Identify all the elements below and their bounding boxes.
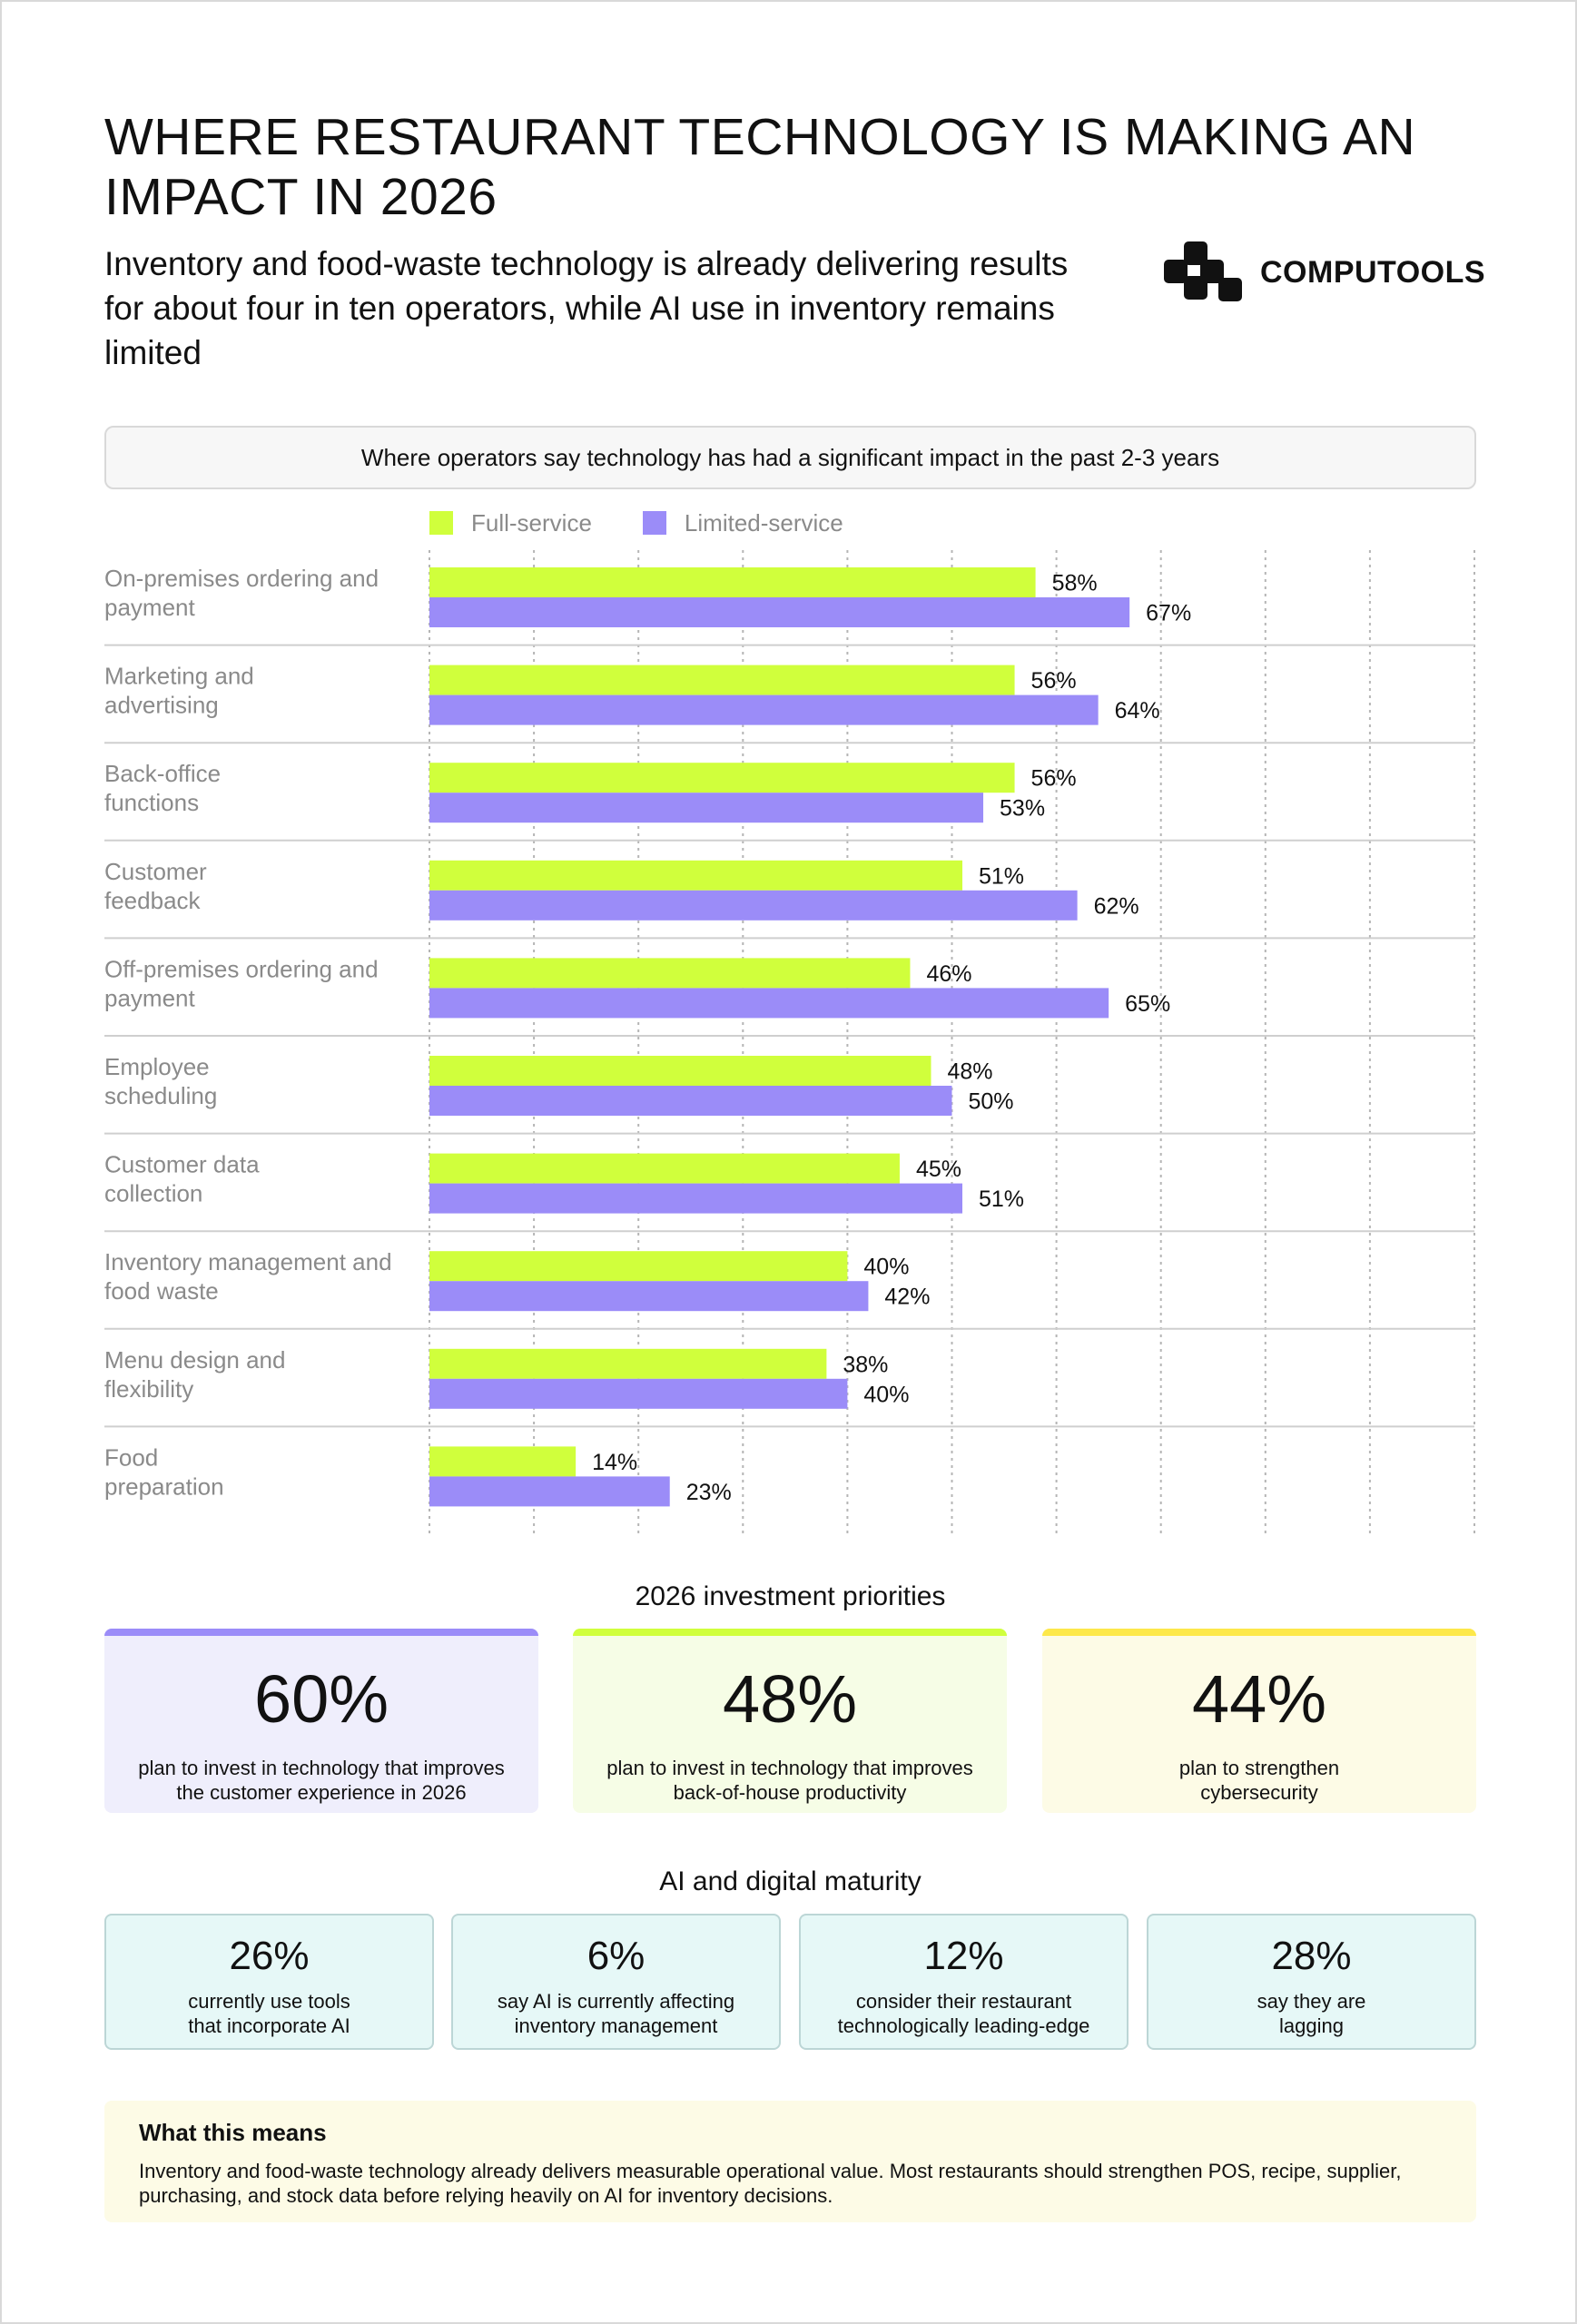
legend-item-full-service: Full-service: [429, 509, 592, 537]
bar-value-label: 56%: [1031, 668, 1077, 694]
bar-full-service: [429, 567, 1036, 597]
bar-value-label: 40%: [863, 1382, 909, 1407]
maturity-card-ai-tools: 26% currently use tools that incorporate…: [104, 1914, 434, 2050]
priority-description: plan to strengthen cybersecurity: [1178, 1757, 1340, 1804]
category-label: On-premises ordering and payment: [104, 565, 379, 621]
bar-full-service: [429, 1056, 931, 1086]
chart-legend: Full-service Limited-service: [429, 507, 894, 539]
page-title: WHERE RESTAURANT TECHNOLOGY IS MAKING AN…: [104, 108, 1416, 226]
bar-value-label: 64%: [1115, 698, 1160, 724]
category-label: Marketing and advertising: [104, 663, 254, 719]
category-label: Inventory management and food waste: [104, 1248, 392, 1305]
page-subtitle: Inventory and food-waste technology is a…: [104, 245, 1069, 371]
priority-description: plan to invest in technology that improv…: [138, 1757, 505, 1804]
maturity-description: currently use tools that incorporate AI: [188, 1990, 350, 2037]
legend-label-limited-service: Limited-service: [684, 508, 843, 537]
logo-text: COMPUTOOLS: [1260, 254, 1486, 290]
bar-value-label: 58%: [1052, 571, 1098, 596]
priority-card-customer-experience: 60% plan to invest in technology that im…: [104, 1629, 538, 1813]
legend-item-limited-service: Limited-service: [642, 508, 843, 537]
bar-limited-service: [429, 597, 1130, 627]
bar-value-label: 46%: [926, 961, 971, 987]
maturity-title: AI and digital maturity: [659, 1866, 922, 1896]
bar-full-service: [429, 1348, 827, 1379]
bar-full-service: [429, 1446, 577, 1477]
bar-full-service: [429, 665, 1015, 695]
what-this-means-body: Inventory and food-waste technology alre…: [139, 2160, 1402, 2207]
bar-limited-service: [429, 1378, 848, 1409]
priority-value: 48%: [722, 1661, 858, 1737]
priority-value: 44%: [1191, 1661, 1327, 1737]
category-label: Customer feedback: [104, 858, 207, 914]
maturity-value: 28%: [1271, 1934, 1352, 1978]
what-this-means-title: What this means: [139, 2119, 327, 2146]
bar-value-label: 14%: [592, 1450, 637, 1475]
bar-value-label: 42%: [884, 1285, 930, 1310]
bar-value-label: 51%: [979, 863, 1024, 889]
bar-limited-service: [429, 988, 1109, 1019]
legend-swatch-full-service: [429, 511, 453, 535]
bar-value-label: 45%: [916, 1157, 961, 1182]
bar-limited-service: [429, 1281, 869, 1312]
legend-swatch-limited-service: [642, 511, 666, 535]
bar-full-service: [429, 860, 963, 891]
bar-value-label: 23%: [686, 1480, 732, 1505]
bar-limited-service: [429, 793, 984, 823]
bar-full-service: [429, 1153, 900, 1184]
bar-chart: On-premises ordering and payment 58% 67% Mar…: [104, 550, 1475, 1534]
computools-logo-icon: [1164, 241, 1242, 301]
bar-full-service: [429, 1251, 848, 1282]
bar-full-service: [429, 958, 911, 989]
bar-limited-service: [429, 1183, 963, 1214]
priorities-title: 2026 investment priorities: [635, 1581, 946, 1611]
priority-card-back-of-house: 48% plan to invest in technology that im…: [573, 1629, 1007, 1813]
maturity-card-ai-inventory: 6% say AI is currently affecting invento…: [451, 1914, 781, 2050]
category-label: Back-office functions: [104, 760, 221, 816]
maturity-description: consider their restaurant technologicall…: [837, 1990, 1090, 2037]
bar-value-label: 53%: [1000, 796, 1045, 822]
category-label: Food preparation: [104, 1443, 224, 1500]
category-label: Employee scheduling: [104, 1053, 217, 1109]
maturity-description: say they are lagging: [1257, 1990, 1366, 2037]
bar-value-label: 38%: [843, 1352, 888, 1377]
maturity-value: 26%: [229, 1934, 310, 1978]
maturity-card-leading-edge: 12% consider their restaurant technologi…: [799, 1914, 1129, 2050]
bar-value-label: 56%: [1031, 766, 1077, 792]
computools-logo: COMPUTOOLS: [1164, 240, 1485, 305]
maturity-value: 12%: [923, 1934, 1004, 1978]
bar-value-label: 65%: [1125, 991, 1170, 1017]
what-this-means-box: What this means Inventory and food-waste…: [104, 2101, 1476, 2222]
priority-card-cybersecurity: 44% plan to strengthen cybersecurity: [1042, 1629, 1476, 1813]
priority-card-accent-bar: [104, 1629, 538, 1636]
priority-card-accent-bar: [1042, 1629, 1476, 1636]
bar-value-label: 40%: [863, 1255, 909, 1280]
bar-full-service: [429, 763, 1015, 793]
category-label: Off-premises ordering and payment: [104, 955, 379, 1011]
bar-limited-service: [429, 890, 1078, 921]
bar-value-label: 51%: [979, 1187, 1024, 1212]
priority-description: plan to invest in technology that improv…: [606, 1757, 973, 1804]
bar-limited-service: [429, 694, 1099, 725]
bar-value-label: 62%: [1094, 893, 1139, 919]
bar-limited-service: [429, 1476, 670, 1507]
bar-value-label: 48%: [947, 1059, 992, 1085]
priority-card-accent-bar: [573, 1629, 1007, 1636]
bar-limited-service: [429, 1086, 952, 1116]
category-label: Customer data collection: [104, 1151, 260, 1207]
bar-value-label: 50%: [969, 1089, 1014, 1115]
priority-value: 60%: [253, 1661, 389, 1737]
bar-value-label: 67%: [1146, 601, 1191, 626]
maturity-description: say AI is currently affecting inventory …: [497, 1990, 735, 2037]
category-label: Menu design and flexibility: [104, 1346, 285, 1403]
maturity-value: 6%: [586, 1934, 646, 1978]
legend-label-full-service: Full-service: [471, 508, 592, 537]
maturity-card-lagging: 28% say they are lagging: [1147, 1914, 1476, 2050]
chart-title: Where operators say technology has had a…: [104, 426, 1476, 489]
